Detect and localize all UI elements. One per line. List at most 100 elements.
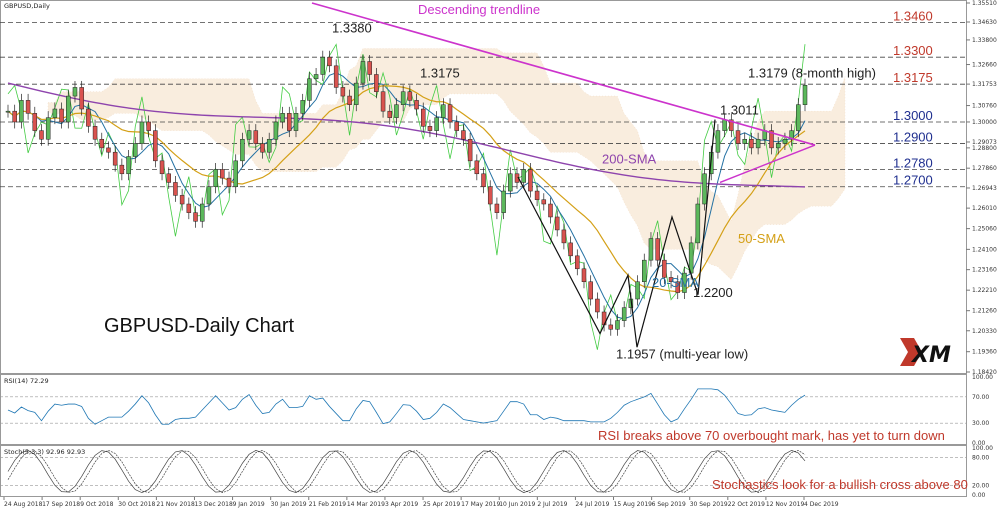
price-level-label: 1.3300 bbox=[893, 43, 933, 58]
candle-body bbox=[340, 87, 346, 97]
candle-body bbox=[715, 130, 721, 153]
candle-body bbox=[166, 173, 171, 183]
candle-body bbox=[19, 100, 24, 123]
candle-body bbox=[722, 119, 727, 131]
candle-body bbox=[5, 110, 11, 113]
candle-body bbox=[153, 130, 158, 162]
xm-logo-text: XM bbox=[910, 343, 951, 368]
candle-body bbox=[59, 108, 64, 123]
chart-title: GBPUSD-Daily Chart bbox=[104, 315, 294, 337]
candle-body bbox=[461, 130, 466, 140]
candle-body bbox=[434, 117, 439, 131]
candle-body bbox=[548, 203, 553, 218]
candle-body bbox=[427, 126, 433, 131]
candle-body bbox=[775, 143, 781, 149]
candle-body bbox=[186, 203, 192, 213]
candle-body bbox=[575, 255, 580, 270]
x-tick-label: 10 Jun 2019 bbox=[499, 501, 535, 508]
candle-body bbox=[467, 138, 473, 162]
candle-body bbox=[220, 169, 225, 179]
y-tick-label: 1.29073 bbox=[972, 139, 997, 146]
candle-body bbox=[635, 281, 640, 300]
x-tick-label: 25 Apr 2019 bbox=[423, 501, 460, 508]
x-tick-label: 13 Dec 2018 bbox=[194, 501, 233, 508]
price-level-label: 1.2900 bbox=[893, 130, 933, 145]
candle-body bbox=[99, 138, 105, 149]
candle-body bbox=[66, 95, 71, 123]
candle-body bbox=[682, 272, 687, 293]
candle-body bbox=[642, 259, 647, 282]
sma-20-line bbox=[7, 72, 806, 320]
symbol-label: GBPUSD,Daily bbox=[4, 2, 50, 10]
chart-annotation: 1.3380 bbox=[332, 20, 372, 35]
candle-body bbox=[52, 108, 58, 118]
x-tick-label: 21 Nov 2018 bbox=[156, 501, 195, 508]
xm-logo: XM bbox=[900, 338, 951, 368]
x-tick-label: 24 Aug 2018 bbox=[4, 501, 43, 508]
candle-body bbox=[374, 74, 379, 92]
candle-body bbox=[213, 169, 218, 187]
candle-body bbox=[447, 104, 453, 123]
candle-body bbox=[588, 281, 593, 300]
stoch-label: Stoch(5,3,3) 92.96 92.93 bbox=[4, 448, 85, 456]
price-level-label: 1.3000 bbox=[893, 108, 933, 123]
candle-body bbox=[796, 104, 801, 131]
candle-body bbox=[501, 190, 506, 213]
y-tick-label: 1.31753 bbox=[972, 81, 997, 88]
candle-body bbox=[387, 110, 393, 118]
price-level-label: 1.3175 bbox=[893, 70, 933, 85]
y-tick-label: 1.26010 bbox=[972, 205, 997, 212]
candle-body bbox=[561, 229, 567, 244]
candle-body bbox=[581, 268, 587, 282]
pattern-lines bbox=[517, 119, 716, 348]
candle-body bbox=[420, 108, 426, 127]
candle-body bbox=[755, 138, 761, 149]
rsi-y-tick: 70.00 bbox=[972, 394, 989, 401]
candle-body bbox=[534, 190, 540, 200]
candle-body bbox=[360, 61, 366, 84]
rsi-label: RSI(14) 72.29 bbox=[4, 377, 49, 385]
chart-annotation: 1.3179 (8-month high) bbox=[748, 66, 876, 81]
candle-body bbox=[749, 138, 754, 149]
candle-body bbox=[367, 61, 372, 75]
candle-body bbox=[414, 100, 419, 110]
y-tick-label: 1.32660 bbox=[972, 62, 997, 69]
candle-body bbox=[300, 100, 305, 114]
chart-annotation: 20-SMA bbox=[652, 275, 699, 290]
candle-body bbox=[253, 130, 259, 144]
rsi-y-tick: 100.00 bbox=[972, 374, 993, 381]
candle-body bbox=[159, 160, 165, 175]
stoch-y-tick: 100.00 bbox=[972, 445, 993, 452]
y-tick-label: 1.28800 bbox=[972, 145, 997, 152]
candle-body bbox=[139, 121, 145, 144]
candle-body bbox=[675, 281, 680, 293]
candle-body bbox=[608, 324, 614, 330]
chart-annotation: 50-SMA bbox=[738, 231, 785, 246]
rsi-line bbox=[7, 388, 806, 425]
chart-annotation: 1.1957 (multi-year low) bbox=[616, 346, 748, 361]
y-tick-label: 1.19360 bbox=[972, 349, 997, 356]
candle-body bbox=[735, 130, 741, 144]
x-tick-label: 17 May 2019 bbox=[461, 501, 500, 508]
rsi-y-tick: 30.00 bbox=[972, 420, 989, 427]
candle-body bbox=[133, 143, 138, 157]
stoch-y-tick: 20.00 bbox=[972, 483, 989, 490]
candle-body bbox=[347, 95, 352, 105]
candle-body bbox=[246, 130, 252, 140]
x-tick-label: 12 Nov 2019 bbox=[766, 501, 805, 508]
triangle-lower-line bbox=[719, 144, 816, 184]
rsi-annotation: RSI breaks above 70 overbought mark, has… bbox=[598, 428, 945, 443]
stoch-k-line bbox=[7, 449, 806, 494]
candle-body bbox=[541, 199, 547, 205]
y-tick-label: 1.24100 bbox=[972, 246, 997, 253]
chart-annotation: Descending trendline bbox=[418, 2, 540, 17]
x-tick-label: 22 Oct 2019 bbox=[728, 501, 765, 508]
candle-body bbox=[266, 138, 272, 153]
y-tick-label: 1.30760 bbox=[972, 103, 997, 110]
y-tick-label: 1.30000 bbox=[972, 119, 997, 126]
candle-body bbox=[595, 298, 600, 313]
sma-200-line bbox=[7, 82, 806, 188]
candle-body bbox=[327, 56, 332, 67]
